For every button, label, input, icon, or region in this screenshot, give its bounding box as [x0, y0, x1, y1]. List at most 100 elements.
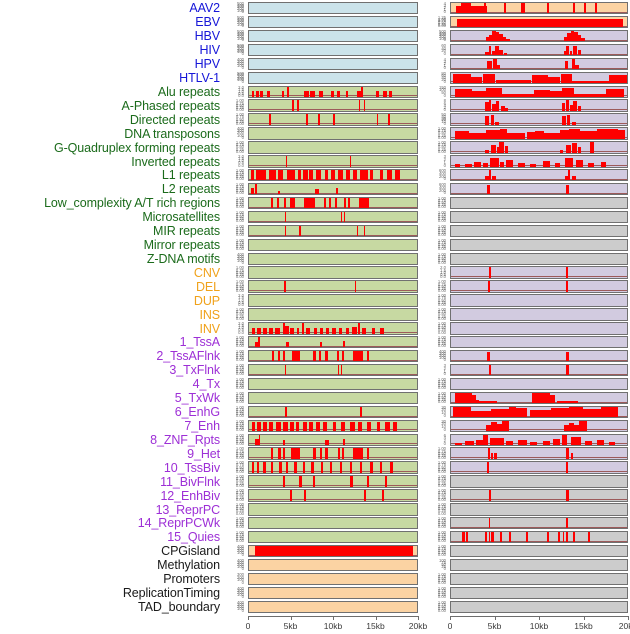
track-left-6-enhg[interactable] [248, 405, 418, 419]
track-left-mirror-repeats[interactable] [248, 238, 418, 252]
track-right-ebv[interactable] [450, 15, 628, 29]
track-left-15-quies[interactable] [248, 530, 418, 544]
track-right-cnv[interactable] [450, 266, 628, 279]
track-right-microsatellites[interactable] [450, 210, 628, 224]
track-left-1-tssa[interactable] [248, 336, 418, 349]
track-left-dup[interactable] [248, 294, 418, 307]
track-right-inverted-repeats[interactable] [450, 155, 628, 168]
track-left-hiv[interactable] [248, 43, 418, 57]
track-right-l1-repeats[interactable] [450, 169, 628, 182]
track-right-l2-repeats[interactable] [450, 182, 628, 196]
track-right-8-znf-rpts[interactable] [450, 433, 628, 446]
track-right-alu-repeats[interactable] [450, 85, 628, 98]
data-bar [566, 364, 569, 376]
track-right-7-enh[interactable] [450, 419, 628, 432]
data-bar [393, 421, 397, 431]
y-tick-label: 0.50 [235, 200, 244, 206]
y-tick-label: 0.50 [437, 200, 446, 206]
track-right-6-enhg[interactable] [450, 405, 628, 419]
track-right-1-tssa[interactable] [450, 336, 628, 349]
track-left-5-txwk[interactable] [248, 391, 418, 405]
y-tick-label: 300 [237, 601, 244, 607]
track-right-12-enhbiv[interactable] [450, 489, 628, 502]
track-left-dna-transposons[interactable] [248, 127, 418, 140]
track-right-dna-transposons[interactable] [450, 127, 628, 140]
track-left-2-tssaflnk[interactable] [248, 350, 418, 363]
track-left-3-txflnk[interactable] [248, 363, 418, 377]
track-right-del[interactable] [450, 280, 628, 293]
track-right-2-tssaflnk[interactable] [450, 350, 628, 363]
track-left-g-quadruplex-forming-repeats[interactable] [248, 141, 418, 154]
track-left-9-het[interactable] [248, 447, 418, 460]
track-left-microsatellites[interactable] [248, 210, 418, 224]
track-left-12-enhbiv[interactable] [248, 489, 418, 502]
track-left-del[interactable] [248, 280, 418, 293]
track-left-l2-repeats[interactable] [248, 182, 418, 196]
track-right-9-het[interactable] [450, 447, 628, 460]
track-left-mir-repeats[interactable] [248, 224, 418, 238]
track-right-a-phased-repeats[interactable] [450, 99, 628, 112]
track-right-htlv-1[interactable] [450, 71, 628, 84]
track-left-l1-repeats[interactable] [248, 169, 418, 182]
track-right-cpgisland[interactable] [450, 544, 628, 558]
track-left-low-complexity-a-t-rich-regions[interactable] [248, 196, 418, 210]
track-left-tad-boundary[interactable] [248, 600, 418, 613]
track-left-10-tssbiv[interactable] [248, 461, 418, 474]
track-left-cnv[interactable] [248, 266, 418, 279]
track-left-cpgisland[interactable] [248, 544, 418, 558]
track-left-8-znf-rpts[interactable] [248, 433, 418, 446]
track-right-hpv[interactable] [450, 57, 628, 71]
track-right-mirror-repeats[interactable] [450, 238, 628, 252]
track-right-mir-repeats[interactable] [450, 224, 628, 238]
track-right-z-dna-motifs[interactable] [450, 252, 628, 265]
track-left-11-bivflnk[interactable] [248, 475, 418, 488]
y-tick-label: 0 [443, 79, 446, 84]
track-right-15-quies[interactable] [450, 530, 628, 544]
track-right-ins[interactable] [450, 308, 628, 321]
track-right-aav2[interactable] [450, 2, 628, 15]
track-right-dup[interactable] [450, 294, 628, 307]
track-right-inv[interactable] [450, 322, 628, 335]
y-tick-label: 0.75 [437, 518, 446, 524]
track-left-ins[interactable] [248, 308, 418, 321]
track-left-hbv[interactable] [248, 29, 418, 43]
track-left-directed-repeats[interactable] [248, 113, 418, 126]
track-right-directed-repeats[interactable] [450, 113, 628, 126]
track-left-methylation[interactable] [248, 558, 418, 572]
track-label-directed-repeats: Directed repeats [129, 112, 220, 127]
track-left-hpv[interactable] [248, 57, 418, 71]
track-right-10-tssbiv[interactable] [450, 461, 628, 474]
track-right-14-reprpcwk[interactable] [450, 517, 628, 530]
track-left-4-tx[interactable] [248, 377, 418, 391]
track-left-ebv[interactable] [248, 15, 418, 29]
track-right-hbv[interactable] [450, 29, 628, 43]
track-left-13-reprpc[interactable] [248, 503, 418, 516]
track-right-13-reprpc[interactable] [450, 503, 628, 516]
track-right-low-complexity-a-t-rich-regions[interactable] [450, 196, 628, 210]
track-left-htlv-1[interactable] [248, 71, 418, 84]
track-right-methylation[interactable] [450, 558, 628, 572]
track-left-7-enh[interactable] [248, 419, 418, 432]
track-left-promoters[interactable] [248, 572, 418, 586]
track-left-aav2[interactable] [248, 2, 418, 15]
track-left-inverted-repeats[interactable] [248, 155, 418, 168]
track-right-hiv[interactable] [450, 43, 628, 57]
track-right-3-txflnk[interactable] [450, 363, 628, 377]
track-right-5-txwk[interactable] [450, 391, 628, 405]
track-left-inv[interactable] [248, 322, 418, 335]
track-left-a-phased-repeats[interactable] [248, 99, 418, 112]
track-right-4-tx[interactable] [450, 377, 628, 391]
x-tick-label: 10kb [323, 621, 343, 632]
track-right-replicationtiming[interactable] [450, 586, 628, 600]
track-right-tad-boundary[interactable] [450, 600, 628, 613]
track-right-g-quadruplex-forming-repeats[interactable] [450, 141, 628, 154]
data-bar [321, 462, 324, 473]
data-bar [285, 364, 287, 376]
track-left-14-reprpcwk[interactable] [248, 517, 418, 530]
track-left-alu-repeats[interactable] [248, 85, 418, 98]
track-right-11-bivflnk[interactable] [450, 475, 628, 488]
track-left-z-dna-motifs[interactable] [248, 252, 418, 265]
track-label-11-bivflnk: 11_BivFlnk [160, 474, 220, 489]
track-right-promoters[interactable] [450, 572, 628, 586]
track-left-replicationtiming[interactable] [248, 586, 418, 600]
